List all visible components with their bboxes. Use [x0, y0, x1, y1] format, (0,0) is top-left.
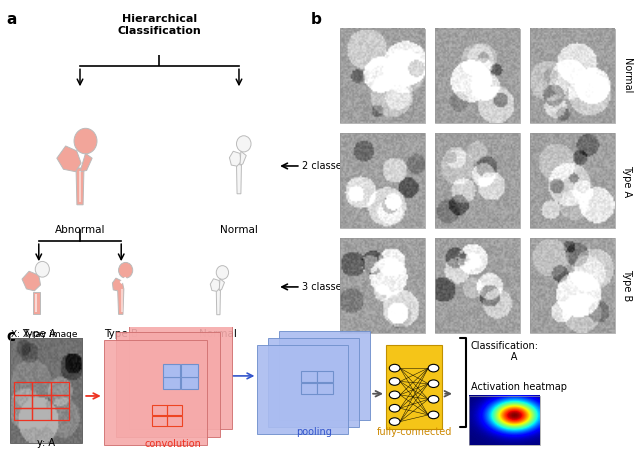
Text: Classification:
      A: Classification: A [470, 340, 538, 362]
Text: Normal: Normal [621, 59, 632, 94]
Bar [340, 29, 426, 123]
Bar [167, 416, 182, 426]
Bar [33, 395, 51, 408]
Text: Abnormal: Abnormal [55, 225, 105, 235]
Polygon shape [211, 279, 220, 291]
Bar [530, 29, 615, 123]
Circle shape [118, 262, 132, 278]
Circle shape [216, 266, 228, 279]
Circle shape [389, 364, 400, 372]
Circle shape [428, 364, 439, 372]
Circle shape [428, 411, 439, 419]
Bar [167, 405, 182, 415]
Polygon shape [240, 151, 246, 165]
Text: Type B: Type B [621, 269, 632, 301]
Bar [33, 382, 51, 395]
Bar [152, 416, 166, 426]
Text: y: A: y: A [36, 438, 54, 448]
Bar [51, 395, 69, 408]
Bar [301, 371, 317, 382]
Bar [268, 338, 359, 427]
Bar [530, 133, 615, 228]
Text: fully-connected: fully-connected [376, 427, 452, 437]
Text: Type A: Type A [22, 330, 56, 340]
Bar [33, 408, 51, 420]
Polygon shape [80, 153, 92, 172]
Polygon shape [219, 279, 225, 291]
Polygon shape [237, 164, 241, 194]
Circle shape [35, 262, 49, 277]
Bar [181, 364, 198, 376]
Circle shape [389, 405, 400, 412]
Bar [469, 396, 540, 445]
Text: pooling: pooling [296, 427, 332, 437]
Circle shape [389, 391, 400, 399]
Bar [51, 382, 69, 395]
Text: Normal: Normal [220, 225, 258, 235]
Text: convolution: convolution [144, 439, 201, 449]
Bar [340, 133, 426, 228]
Bar [435, 29, 520, 123]
Circle shape [74, 128, 97, 154]
Text: c: c [6, 329, 15, 344]
Bar [129, 325, 232, 429]
Bar [51, 408, 69, 420]
Text: 2 classes: 2 classes [302, 161, 347, 171]
Bar [181, 377, 198, 389]
Bar [317, 371, 333, 382]
Bar [152, 405, 166, 415]
Bar [317, 383, 333, 394]
Polygon shape [33, 292, 40, 314]
Circle shape [428, 380, 439, 388]
Text: Activation heatmap: Activation heatmap [470, 382, 566, 392]
Circle shape [389, 418, 400, 425]
Bar [14, 395, 33, 408]
Bar [257, 345, 348, 434]
Text: Type B: Type B [104, 330, 138, 340]
Text: b: b [310, 12, 321, 27]
Circle shape [389, 378, 400, 385]
Bar [163, 364, 180, 376]
Polygon shape [113, 278, 124, 314]
Text: Type A: Type A [621, 165, 632, 197]
Bar [104, 340, 207, 445]
Bar [163, 377, 180, 389]
Bar [435, 133, 520, 228]
Bar [10, 338, 82, 443]
Bar [14, 382, 33, 395]
Bar [386, 345, 442, 429]
Polygon shape [76, 168, 84, 205]
Text: 3 classes: 3 classes [302, 282, 347, 292]
Bar [14, 408, 33, 420]
Text: X: X-ray image: X: X-ray image [11, 330, 77, 339]
Polygon shape [216, 290, 220, 315]
Text: Normal: Normal [200, 330, 237, 340]
Bar [340, 238, 426, 333]
Polygon shape [22, 271, 40, 291]
Circle shape [237, 136, 251, 152]
Bar [435, 238, 520, 333]
Bar [116, 332, 220, 437]
Text: Hierarchical
Classification: Hierarchical Classification [118, 14, 202, 36]
Polygon shape [229, 151, 241, 166]
Bar [530, 238, 615, 333]
Text: a: a [6, 12, 17, 27]
Polygon shape [57, 146, 81, 172]
Circle shape [428, 395, 439, 403]
Bar [279, 331, 370, 420]
Bar [301, 383, 317, 394]
